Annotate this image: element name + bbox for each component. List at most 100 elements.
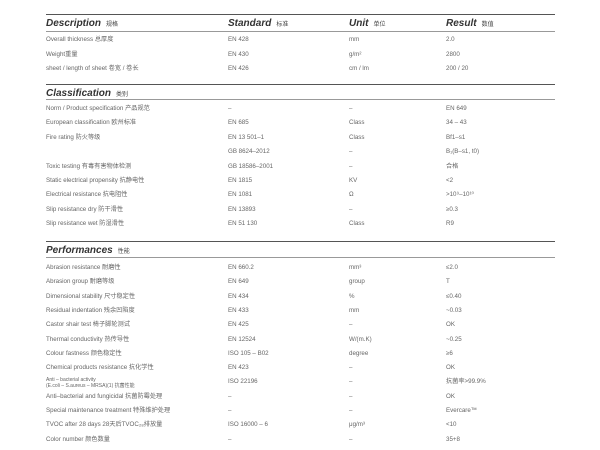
property-name: Color number 颜色数量 [46, 435, 110, 443]
result-value: 抗菌率>99.9% [446, 378, 486, 386]
table-row: Chemical products resistance 抗化学性 EN 423 –… [46, 361, 555, 375]
result-value: <2 [446, 177, 454, 184]
unit-value: – [349, 162, 353, 170]
property-name: Norm / Product specification 产品规范 [46, 105, 150, 112]
standard-value: EN 423 [228, 364, 249, 372]
property-name: Weight重量 [46, 50, 78, 58]
standard-value: EN 649 [228, 278, 249, 286]
property-name: Colour fastness 颜色稳定性 [46, 349, 122, 357]
table-row: sheet / length of sheet 卷宽 / 卷长 EN 426 cm … [46, 62, 555, 76]
divider [46, 241, 555, 242]
header-unit: Unit 单位 [349, 17, 386, 29]
unit-value: – [349, 364, 353, 372]
standard-value: EN 428 [228, 36, 249, 43]
unit-value: Class [349, 133, 365, 141]
table-header: Description 规格 Standard 标准 Unit 单位 Result 数值 [46, 16, 555, 30]
result-value: ≥6 [446, 349, 453, 357]
table-row: Abrasion resistance 耐磨性 EN 660.2 mm³ ≤2.0 [46, 261, 555, 275]
result-value: R9 [446, 220, 454, 228]
standard-value: EN 13893 [228, 205, 256, 213]
unit-value: group [349, 278, 365, 286]
header-result: Result 数值 [446, 17, 494, 29]
table-row: Electrical resistance 抗电阻性 EN 1081 Ω >10⁹–1… [46, 188, 555, 202]
property-name: Thermal conductivity 热传导性 [46, 335, 130, 343]
unit-value: – [349, 407, 353, 414]
property-name: Overall thickness 总厚度 [46, 36, 114, 43]
property-name: Static electrical propensity 抗静电性 [46, 177, 145, 184]
property-name: Abrasion group 耐磨等级 [46, 278, 115, 286]
table-row: Color number 颜色数量 – – 35+8 [46, 433, 555, 447]
unit-value: – [349, 435, 353, 443]
header-standard: Standard 标准 [228, 17, 289, 29]
divider [46, 84, 555, 85]
standard-value: EN 425 [228, 321, 249, 329]
section-header-performances: Performances 性能 [46, 244, 130, 256]
unit-value: % [349, 292, 355, 300]
result-value: <10 [446, 421, 457, 429]
standard-value: – [228, 105, 232, 112]
unit-value: Class [349, 220, 365, 228]
table-row: Slip resistance dry 防干滑性 EN 13893 – ≥0.3 [46, 203, 555, 217]
property-name: Special maintenance treatment 特殊维护处理 [46, 407, 171, 414]
result-value: OK [446, 392, 455, 400]
divider [46, 257, 555, 258]
result-value: 2.0 [446, 36, 455, 43]
unit-value: μg/m³ [349, 421, 365, 429]
table-row: Norm / Product specification 产品规范 – – EN 64… [46, 102, 555, 116]
table-row: Fire rating 防火等级 EN 13 501–1 Class Bf1–s1 [46, 131, 555, 145]
standard-value: GB 18586–2001 [228, 162, 274, 170]
table-row: European classification 欧州标准 EN 685 Class 3… [46, 116, 555, 130]
property-name: Slip resistance dry 防干滑性 [46, 205, 124, 213]
standard-value: EN 430 [228, 50, 249, 58]
table-row: Abrasion group 耐磨等级 EN 649 group T [46, 275, 555, 289]
table-row: TVOC after 28 days 28天后TVOC₂₈排放量 ISO 1600… [46, 418, 555, 432]
result-value: 200 / 20 [446, 65, 469, 72]
table-row: Residual indentation 残余凹陷度 EN 433 mm ~0.03 [46, 304, 555, 318]
standard-value: EN 685 [228, 119, 249, 127]
property-name: Castor shair test 椅子脚轮测试 [46, 321, 130, 329]
unit-value: – [349, 392, 353, 400]
property-name: Abrasion resistance 耐磨性 [46, 264, 121, 271]
unit-value: W/(m.K) [349, 335, 372, 343]
property-name: sheet / length of sheet 卷宽 / 卷长 [46, 65, 139, 72]
unit-value: g/m² [349, 50, 362, 58]
property-name: Chemical products resistance 抗化学性 [46, 364, 154, 372]
standard-value: EN 433 [228, 306, 249, 314]
unit-value: mm [349, 306, 360, 314]
standard-value: EN 434 [228, 292, 249, 300]
result-value: ≤0.40 [446, 292, 462, 300]
table-row: Slip resistance wet 防湿滑性 EN 51 130 Class R9 [46, 217, 555, 231]
divider [46, 99, 555, 100]
table-row: Anti – bacterial activity (E.coli – S.au… [46, 375, 555, 389]
table-row: GB 8624–2012 – B₁(B–s1, t0) [46, 145, 555, 159]
unit-value: Ω [349, 191, 354, 199]
table-row: Special maintenance treatment 特殊维护处理 – – Ev… [46, 404, 555, 418]
standard-value: – [228, 407, 232, 414]
table-row: Overall thickness 总厚度 EN 428 mm 2.0 [46, 33, 555, 47]
result-value: ≤2.0 [446, 264, 458, 271]
standard-value: – [228, 435, 232, 443]
standard-value: EN 1815 [228, 177, 253, 184]
section-header-classification: Classification 类别 [46, 87, 129, 99]
standard-value: GB 8624–2012 [228, 148, 270, 156]
result-value: Evercare™ [446, 407, 477, 414]
standard-value: ISO 105 – B02 [228, 349, 269, 357]
property-name: European classification 欧州标准 [46, 119, 137, 127]
unit-value: cm / lm [349, 65, 369, 72]
property-name: TVOC after 28 days 28天后TVOC₂₈排放量 [46, 421, 163, 429]
result-value: EN 649 [446, 105, 467, 112]
standard-value: EN 13 501–1 [228, 133, 265, 141]
standard-value: – [228, 392, 232, 400]
standard-value: EN 51 130 [228, 220, 258, 228]
result-value: >10⁹–10¹⁰ [446, 191, 475, 199]
result-value: OK [446, 321, 455, 329]
result-value: ≥0.3 [446, 205, 458, 213]
result-value: T [446, 278, 450, 286]
standard-value: EN 426 [228, 65, 249, 72]
table-row: Weight重量 EN 430 g/m² 2800 [46, 48, 555, 62]
table-row: Thermal conductivity 热传导性 EN 12524 W/(m.K)… [46, 333, 555, 347]
unit-value: – [349, 205, 353, 213]
property-name: Electrical resistance 抗电阻性 [46, 191, 128, 199]
standard-value: EN 1081 [228, 191, 253, 199]
table-row: Static electrical propensity 抗静电性 EN 1815… [46, 174, 555, 188]
